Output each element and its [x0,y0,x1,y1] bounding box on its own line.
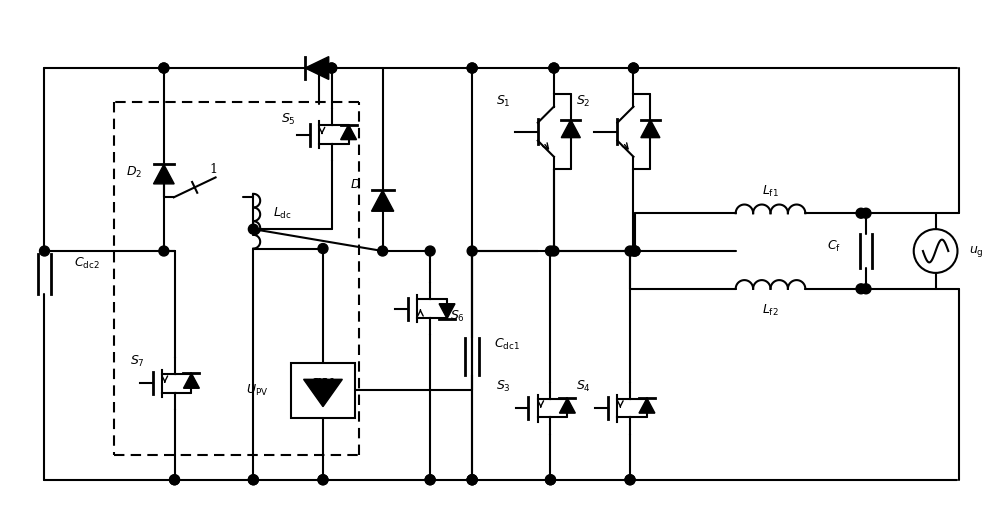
Circle shape [546,246,555,256]
Text: PV: PV [312,378,334,392]
Circle shape [248,475,258,485]
Text: $L_{\rm f1}$: $L_{\rm f1}$ [762,184,779,199]
Circle shape [467,63,477,73]
Circle shape [248,224,258,234]
Text: $S_2$: $S_2$ [576,94,590,109]
Text: $C_{\rm f}$: $C_{\rm f}$ [827,239,841,253]
Circle shape [861,208,871,218]
Polygon shape [439,304,455,319]
Polygon shape [341,125,357,139]
Circle shape [318,475,328,485]
Circle shape [248,475,258,485]
Circle shape [467,475,477,485]
Circle shape [159,246,169,256]
Text: $S_3$: $S_3$ [496,379,511,394]
Circle shape [425,475,435,485]
Circle shape [318,244,328,253]
Text: $U_{\rm PV}$: $U_{\rm PV}$ [246,383,269,398]
Circle shape [318,475,328,485]
Circle shape [467,475,477,485]
Text: $D_2$: $D_2$ [126,165,142,180]
Circle shape [467,475,477,485]
Text: $S_6$: $S_6$ [450,309,465,324]
Circle shape [467,246,477,256]
Text: $u_{\rm g}$: $u_{\rm g}$ [969,243,984,259]
Circle shape [628,246,638,256]
Text: $S_5$: $S_5$ [281,112,296,127]
Polygon shape [639,398,655,413]
Circle shape [630,246,640,256]
Text: $C_{\rm dc1}$: $C_{\rm dc1}$ [494,337,520,352]
Circle shape [625,475,635,485]
Text: $L_{\rm dc}$: $L_{\rm dc}$ [273,206,292,221]
Circle shape [327,63,337,73]
Circle shape [628,63,638,73]
Circle shape [378,246,388,256]
Circle shape [467,63,477,73]
Text: $C_{\rm dc2}$: $C_{\rm dc2}$ [74,257,100,271]
Text: $D$: $D$ [350,178,361,191]
Circle shape [856,208,866,218]
Circle shape [425,475,435,485]
Circle shape [861,284,871,294]
Polygon shape [183,373,199,388]
Polygon shape [559,398,575,413]
Circle shape [40,246,49,256]
Text: $S_7$: $S_7$ [130,354,145,369]
Circle shape [625,246,635,256]
Circle shape [630,246,640,256]
Circle shape [628,63,638,73]
Circle shape [549,63,559,73]
Circle shape [159,63,169,73]
Text: $L_{\rm f2}$: $L_{\rm f2}$ [762,303,779,318]
Text: $S_1$: $S_1$ [496,94,511,109]
Polygon shape [154,164,174,184]
Circle shape [625,475,635,485]
Polygon shape [641,120,660,137]
Polygon shape [372,190,394,211]
Circle shape [549,63,559,73]
Circle shape [170,475,180,485]
Polygon shape [304,379,342,407]
Circle shape [159,63,169,73]
Circle shape [546,475,555,485]
Circle shape [170,475,180,485]
Text: $S_4$: $S_4$ [576,379,591,394]
Polygon shape [291,363,355,417]
Text: 1: 1 [210,163,218,176]
Circle shape [327,63,337,73]
Polygon shape [305,56,329,79]
Circle shape [546,475,555,485]
Circle shape [425,246,435,256]
Circle shape [856,284,866,294]
Polygon shape [561,120,580,137]
Circle shape [549,246,559,256]
